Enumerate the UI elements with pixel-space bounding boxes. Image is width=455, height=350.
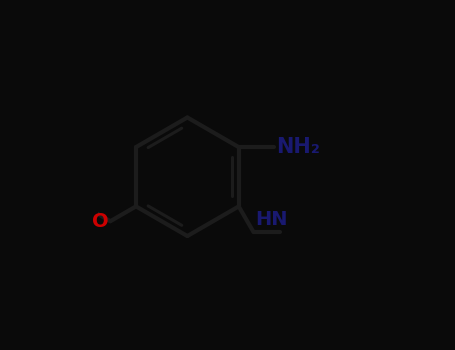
Text: O: O xyxy=(92,212,109,231)
Text: HN: HN xyxy=(255,210,288,229)
Text: NH₂: NH₂ xyxy=(276,137,320,157)
